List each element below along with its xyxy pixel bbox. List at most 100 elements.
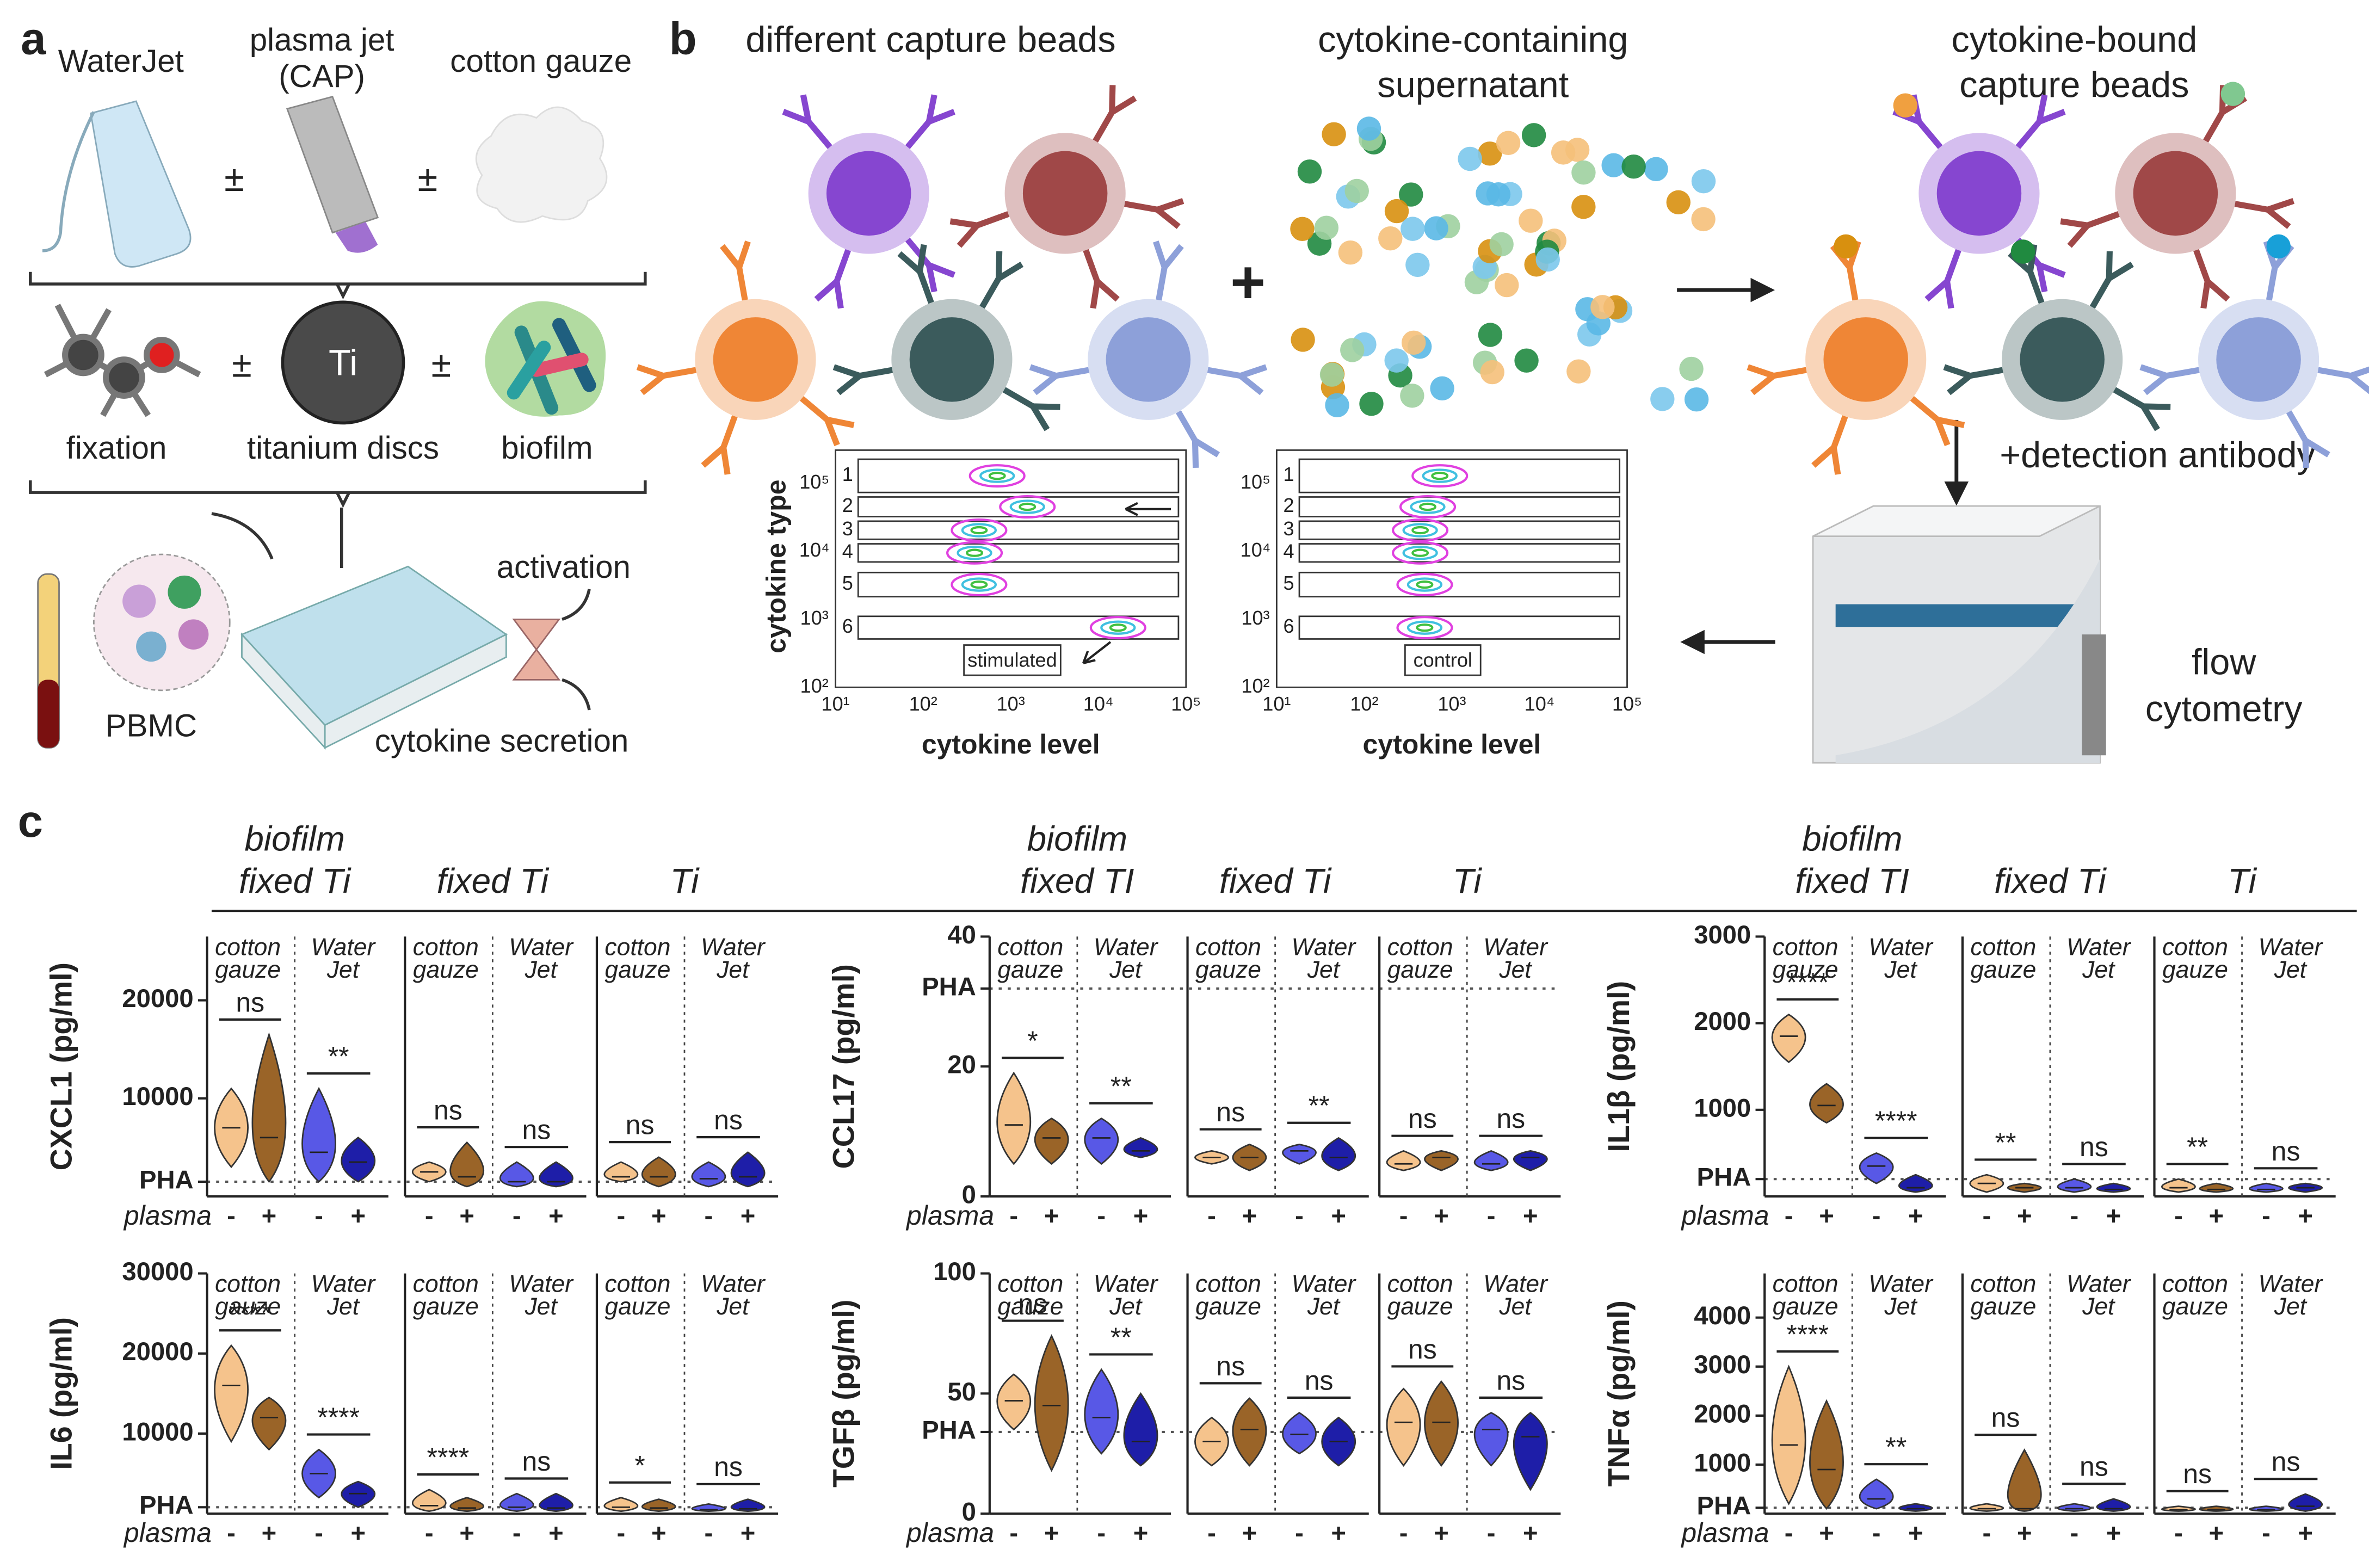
violin bbox=[2007, 1448, 2042, 1512]
y-tick-label: PHA bbox=[1697, 1163, 1751, 1192]
band-number: 4 bbox=[1284, 540, 1294, 563]
group-label: Jet bbox=[326, 956, 360, 983]
x-tick-label: 10³ bbox=[1438, 693, 1466, 715]
cytokine bbox=[1684, 387, 1709, 412]
treatment-sign: - bbox=[617, 1518, 626, 1547]
column-header: fixed Ti bbox=[1994, 861, 2107, 900]
group-label: Jet bbox=[1498, 1293, 1532, 1320]
group-label: Jet bbox=[1884, 1293, 1917, 1320]
antibody-arm bbox=[2266, 207, 2291, 229]
antibody-arm bbox=[1155, 207, 1181, 229]
antibody-arm bbox=[949, 218, 978, 229]
treatment-sign: + bbox=[2106, 1518, 2121, 1547]
cytokine bbox=[1477, 141, 1502, 166]
violin bbox=[1513, 1411, 1548, 1491]
treatment-sign: + bbox=[350, 1518, 366, 1547]
treatment-sign: + bbox=[1242, 1201, 1257, 1230]
contour bbox=[1416, 580, 1434, 589]
significance-label: ** bbox=[1111, 1071, 1132, 1101]
y-axis-label: IL6 (pg/ml) bbox=[45, 1317, 78, 1470]
significance-label: **** bbox=[229, 1298, 272, 1329]
antibody-arm bbox=[1029, 364, 1057, 379]
cytokine bbox=[1338, 240, 1363, 265]
cytokine bbox=[1399, 182, 1423, 207]
cytokine bbox=[1401, 330, 1426, 355]
treatment-sign: + bbox=[1044, 1518, 1059, 1547]
treatment-sign: + bbox=[548, 1518, 564, 1547]
treatment-sign: + bbox=[2106, 1201, 2121, 1230]
group-label: cotton bbox=[215, 934, 281, 960]
cytokine-band bbox=[857, 571, 1180, 598]
x-tick-label: 10⁴ bbox=[1083, 693, 1114, 715]
title: cytokine-bound bbox=[1951, 20, 2197, 60]
antibody-arm bbox=[1162, 244, 1184, 269]
treatment-sign: + bbox=[1242, 1518, 1257, 1547]
group-label: gauze bbox=[997, 956, 1063, 983]
cytokine bbox=[1590, 295, 1615, 319]
treatment-sign: - bbox=[2262, 1518, 2271, 1547]
y-axis-label: cytokine type bbox=[761, 480, 791, 653]
group-label: gauze bbox=[604, 956, 670, 983]
violin bbox=[1084, 1118, 1119, 1165]
cytometry-label: flow bbox=[2192, 642, 2256, 682]
antibody bbox=[1831, 415, 1848, 449]
violin bbox=[1898, 1503, 1933, 1512]
group-label: Water bbox=[1094, 934, 1159, 960]
antibody-arm bbox=[2349, 366, 2369, 379]
x-tick-label: 10² bbox=[909, 693, 937, 715]
treatment-sign: - bbox=[2070, 1518, 2078, 1547]
cytokine bbox=[1486, 182, 1511, 207]
cytokine bbox=[1291, 328, 1315, 352]
contour bbox=[1422, 468, 1458, 483]
cytokine bbox=[1322, 122, 1346, 147]
column-header: biofilm bbox=[1802, 819, 1903, 858]
capture-bead-core bbox=[1936, 151, 2022, 236]
contour bbox=[1100, 620, 1136, 635]
group-label: Water bbox=[2259, 1271, 2324, 1298]
violin bbox=[449, 1141, 485, 1188]
group-label: cotton bbox=[1773, 934, 1839, 960]
cytokine bbox=[1551, 140, 1576, 165]
title: supernatant bbox=[1377, 65, 1569, 106]
antibody-arm bbox=[736, 240, 751, 269]
antibody bbox=[2086, 211, 2120, 229]
significance-label: ** bbox=[1995, 1127, 2016, 1158]
cytokine bbox=[1644, 157, 1668, 182]
antibody-arm bbox=[2038, 109, 2066, 125]
significance-label: ns bbox=[1408, 1103, 1437, 1134]
antibody-arm bbox=[836, 373, 862, 396]
antibody-arm bbox=[2038, 262, 2066, 278]
cytokine bbox=[1496, 131, 1521, 155]
group-label: cotton bbox=[413, 934, 479, 960]
antibody bbox=[1002, 387, 1035, 409]
cytokine bbox=[1691, 169, 1716, 194]
contour bbox=[1396, 616, 1453, 640]
contour bbox=[970, 580, 988, 589]
group-label: Jet bbox=[1109, 1293, 1143, 1320]
group-label: Jet bbox=[2274, 956, 2308, 983]
y-tick-label: PHA bbox=[922, 972, 976, 1001]
antibody-arm bbox=[928, 262, 955, 278]
group-label: gauze bbox=[1970, 1293, 2036, 1320]
cytokine bbox=[1521, 123, 1546, 147]
contour bbox=[951, 518, 1008, 542]
y-tick-label: 1000 bbox=[1694, 1448, 1751, 1477]
treatment-sign: - bbox=[314, 1201, 323, 1230]
contour bbox=[1411, 464, 1469, 488]
cytokine bbox=[1650, 387, 1675, 411]
treatment-sign: - bbox=[1982, 1201, 1991, 1230]
capture-bead-core bbox=[826, 151, 911, 236]
cytokine bbox=[1495, 273, 1519, 298]
treatment-sign: - bbox=[1982, 1518, 1991, 1547]
pbmc-circle bbox=[92, 553, 231, 692]
group-label: Water bbox=[2259, 934, 2324, 960]
antibody bbox=[2193, 249, 2211, 283]
significance-label: ns bbox=[2272, 1136, 2300, 1166]
antibody-arm bbox=[1109, 85, 1116, 113]
significance-label: **** bbox=[1786, 967, 1829, 997]
column-header: fixed TI bbox=[1020, 861, 1134, 900]
cytokine bbox=[1356, 116, 1381, 141]
group-label: Jet bbox=[2274, 1293, 2308, 1320]
group-label: gauze bbox=[1970, 956, 2036, 983]
group-label: cotton bbox=[997, 1271, 1063, 1298]
